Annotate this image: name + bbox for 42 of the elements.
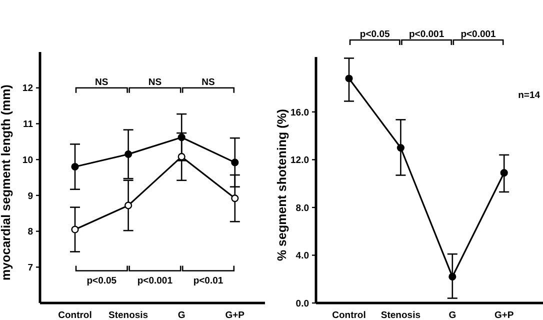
x-tick-label: Stenosis bbox=[108, 310, 148, 320]
point bbox=[345, 74, 353, 82]
annotation: p<0.01 bbox=[193, 276, 224, 287]
text: p<0.001 bbox=[408, 29, 445, 40]
y-tick-label: 10 bbox=[22, 154, 33, 166]
x-tick-label: G+P bbox=[225, 310, 246, 320]
y-tick-label: 8 bbox=[28, 226, 33, 238]
annotation: NS bbox=[202, 76, 215, 88]
x-tick-label: Control bbox=[58, 310, 92, 320]
point bbox=[178, 152, 186, 161]
y-tick-label: 9 bbox=[28, 190, 33, 202]
point bbox=[124, 150, 132, 158]
annotation: p<0.001 bbox=[137, 276, 174, 287]
annotation: n=14 bbox=[518, 90, 541, 101]
point bbox=[396, 144, 404, 152]
y-tick-label: 4.0 bbox=[296, 250, 309, 262]
y-axis-title: myocardial segment length (mm) bbox=[0, 84, 13, 280]
annotation: p<0.05 bbox=[86, 276, 118, 287]
x-tick-label: Stenosis bbox=[380, 310, 421, 320]
point bbox=[71, 162, 79, 171]
y-tick-label: 7 bbox=[28, 262, 33, 274]
x-tick-label: G bbox=[178, 310, 186, 320]
annotation: NS bbox=[95, 76, 108, 88]
y-tick-label: 12 bbox=[22, 83, 33, 94]
point bbox=[448, 272, 456, 281]
y-axis-title: % segment shotening (%) bbox=[275, 108, 289, 262]
y-tick-label: 12.0 bbox=[290, 155, 309, 166]
x-tick-label: Control bbox=[332, 310, 366, 320]
y-tick-label: 0.0 bbox=[296, 298, 309, 310]
point bbox=[124, 202, 132, 210]
point bbox=[231, 194, 239, 202]
point bbox=[71, 226, 79, 234]
annotation: NS bbox=[148, 76, 162, 88]
point bbox=[500, 169, 508, 177]
text: p<0.05 bbox=[360, 29, 390, 40]
y-tick-label: 8.0 bbox=[296, 202, 309, 214]
y-tick-label: 11 bbox=[22, 119, 34, 130]
x-tick-label: G bbox=[448, 310, 456, 320]
text: p<0.001 bbox=[460, 29, 497, 40]
y-tick-label: 16.0 bbox=[290, 107, 309, 118]
x-tick-label: G+P bbox=[494, 310, 514, 320]
point bbox=[231, 158, 239, 166]
